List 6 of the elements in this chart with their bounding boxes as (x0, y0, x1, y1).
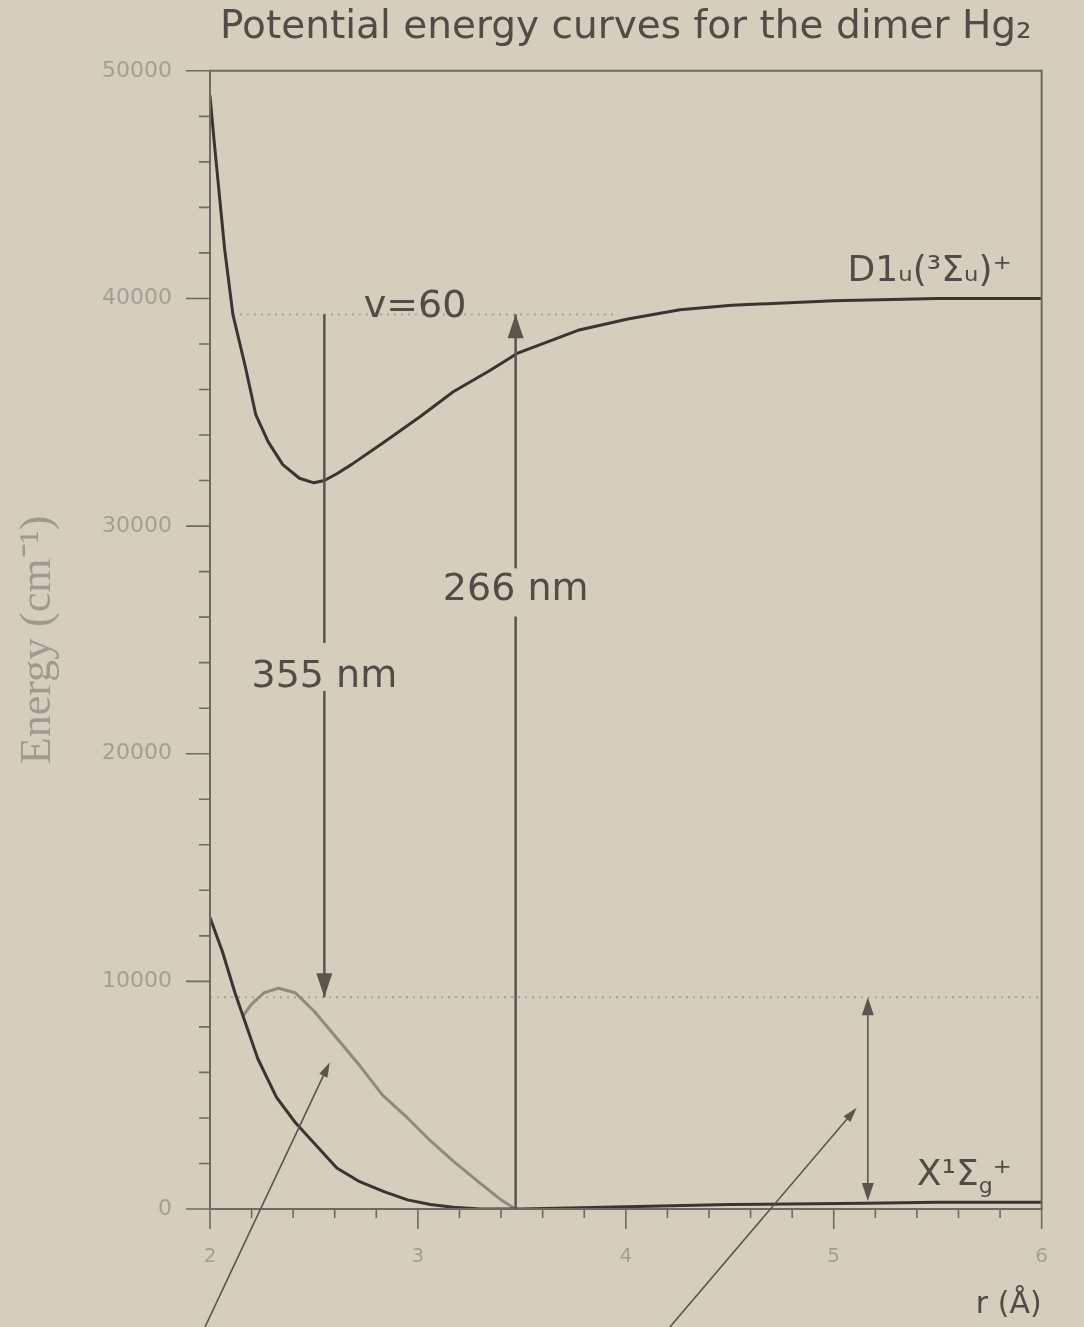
annotation: 266 nm (442, 565, 589, 610)
x-axis-title: r (Å) (975, 1284, 1042, 1320)
series-label: D1ᵤ(³Σᵤ)⁺ (847, 248, 1012, 290)
chart-title: Potential energy curves for the dimer Hg₂ (219, 1, 1032, 47)
annotation: 355 nm (251, 651, 398, 696)
annotation: v=60 (363, 281, 467, 326)
